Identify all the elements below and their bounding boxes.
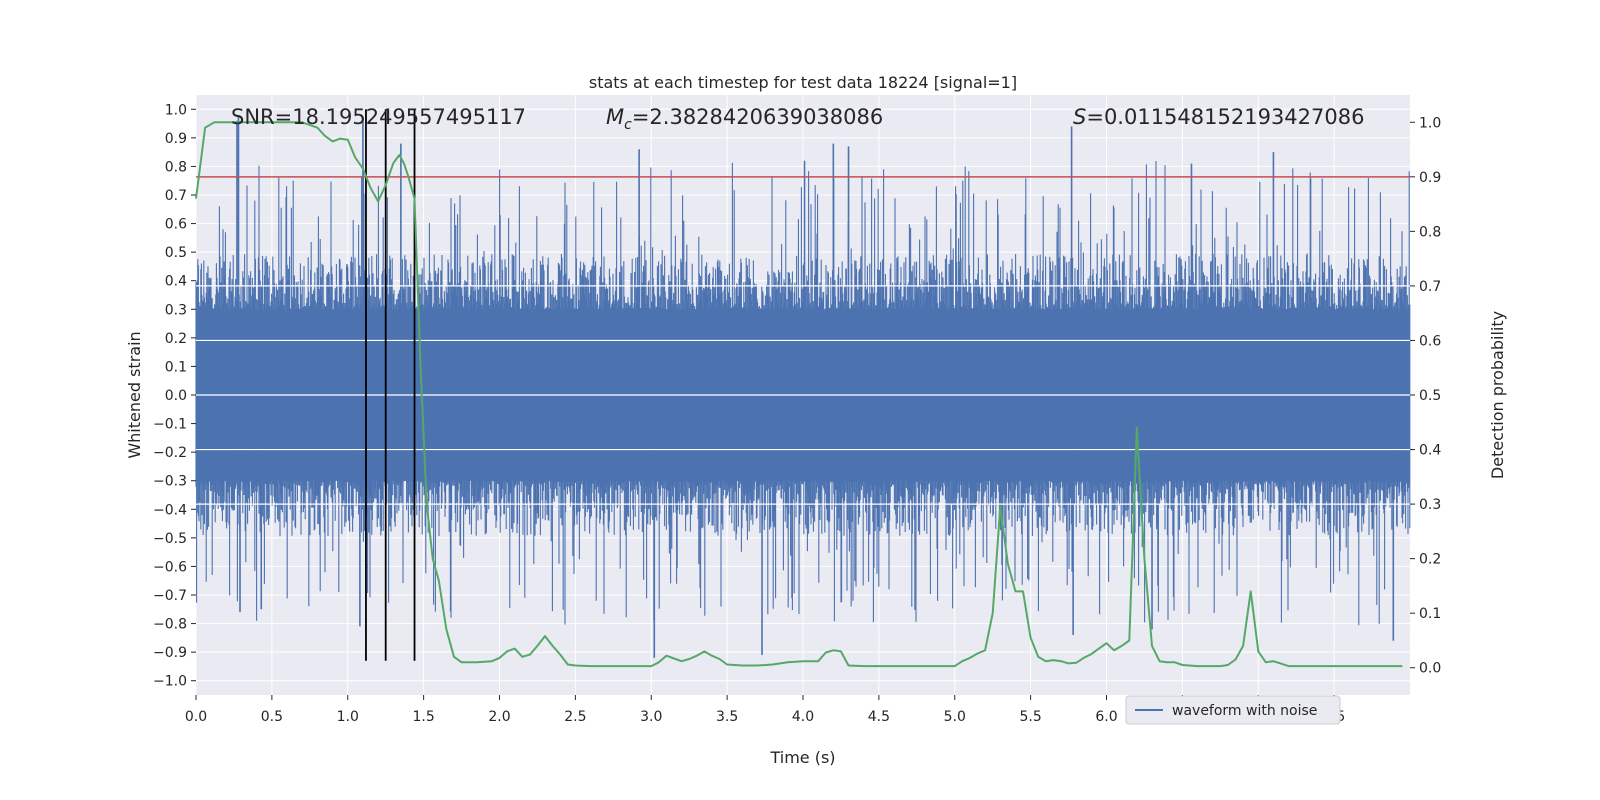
- right-tick-label: 0.7: [1419, 279, 1441, 295]
- legend: waveform with noise: [1125, 695, 1341, 725]
- probability-series: [195, 121, 1403, 668]
- left-tick-label: −0.7: [153, 588, 187, 604]
- y-axis-right-label: Detection probability: [1488, 311, 1507, 479]
- left-tick-label: 0.8: [165, 159, 187, 175]
- x-tick-label: 3.5: [716, 709, 738, 725]
- left-y-axis-ticks: 1.0 0.9 0.8 0.7 0.6 0.5 0.4 0.3 0.2 0.1 0.0 −0.1 −0.…: [153, 102, 196, 690]
- s-statistic-annotation: S=0.011548152193427086: [1073, 105, 1364, 129]
- left-tick-label: 0.9: [165, 131, 187, 147]
- right-tick-label: 0.6: [1419, 333, 1441, 349]
- y-axis-left-label: Whitened strain: [125, 331, 144, 458]
- x-tick-label: 4.0: [792, 709, 814, 725]
- left-tick-label: 0.7: [165, 188, 187, 204]
- snr-annotation: SNR=18.195249557495117: [231, 105, 526, 129]
- left-tick-label: 1.0: [165, 102, 187, 118]
- left-tick-label: 0.6: [165, 217, 187, 233]
- x-tick-label: 2.5: [564, 709, 586, 725]
- x-tick-label: 5.0: [944, 709, 966, 725]
- vertical-markers: [196, 109, 1410, 661]
- chirp-mass-annotation: Mc=2.3828420639038086: [606, 105, 883, 133]
- left-tick-label: −0.5: [153, 531, 187, 547]
- left-tick-label: 0.5: [165, 245, 187, 261]
- left-tick-label: −0.9: [153, 645, 187, 661]
- chirp-mass-symbol: M: [606, 105, 624, 129]
- x-tick-label: 3.0: [640, 709, 662, 725]
- x-tick-label: 5.5: [1019, 709, 1041, 725]
- left-tick-label: −0.4: [153, 502, 187, 518]
- left-tick-label: 0.0: [165, 388, 187, 404]
- x-tick-label: 4.5: [868, 709, 890, 725]
- left-tick-label: −1.0: [153, 674, 187, 690]
- legend-entry-waveform: waveform with noise: [1172, 703, 1317, 719]
- left-tick-label: 0.4: [165, 274, 187, 290]
- right-tick-label: 0.0: [1419, 661, 1441, 677]
- x-tick-label: 2.0: [488, 709, 510, 725]
- x-tick-label: 0.0: [185, 709, 207, 725]
- right-tick-label: 0.1: [1419, 606, 1441, 622]
- x-tick-label: 1.5: [412, 709, 434, 725]
- chirp-mass-subscript: c: [624, 117, 632, 133]
- right-tick-label: 1.0: [1419, 115, 1441, 131]
- s-value: =0.011548152193427086: [1086, 105, 1364, 129]
- left-tick-label: 0.3: [165, 302, 187, 318]
- x-tick-label: 0.5: [261, 709, 283, 725]
- waveform-series: [195, 115, 1411, 658]
- right-y-axis-ticks: 1.0 0.9 0.8 0.7 0.6 0.5 0.4 0.3 0.2 0.1 0.0: [1410, 115, 1441, 677]
- left-tick-label: −0.8: [153, 617, 187, 633]
- right-tick-label: 0.8: [1419, 224, 1441, 240]
- right-tick-label: 0.4: [1419, 443, 1441, 459]
- x-tick-label: 6.0: [1095, 709, 1117, 725]
- left-tick-label: −0.6: [153, 559, 187, 575]
- x-tick-label: 1.0: [337, 709, 359, 725]
- x-axis-label: Time (s): [769, 748, 835, 767]
- right-tick-label: 0.5: [1419, 388, 1441, 404]
- chirp-mass-value: =2.3828420639038086: [632, 105, 883, 129]
- right-tick-label: 0.2: [1419, 552, 1441, 568]
- left-tick-label: 0.2: [165, 331, 187, 347]
- left-tick-label: −0.2: [153, 445, 187, 461]
- legend-box: [1125, 695, 1341, 725]
- left-tick-label: −0.3: [153, 474, 187, 490]
- chart-title: stats at each timestep for test data 182…: [589, 73, 1017, 92]
- right-tick-label: 0.9: [1419, 170, 1441, 186]
- right-tick-label: 0.3: [1419, 497, 1441, 513]
- probability-line: [195, 121, 1403, 668]
- left-tick-label: −0.1: [153, 417, 187, 433]
- s-symbol: S: [1073, 105, 1086, 129]
- left-tick-label: 0.1: [165, 359, 187, 375]
